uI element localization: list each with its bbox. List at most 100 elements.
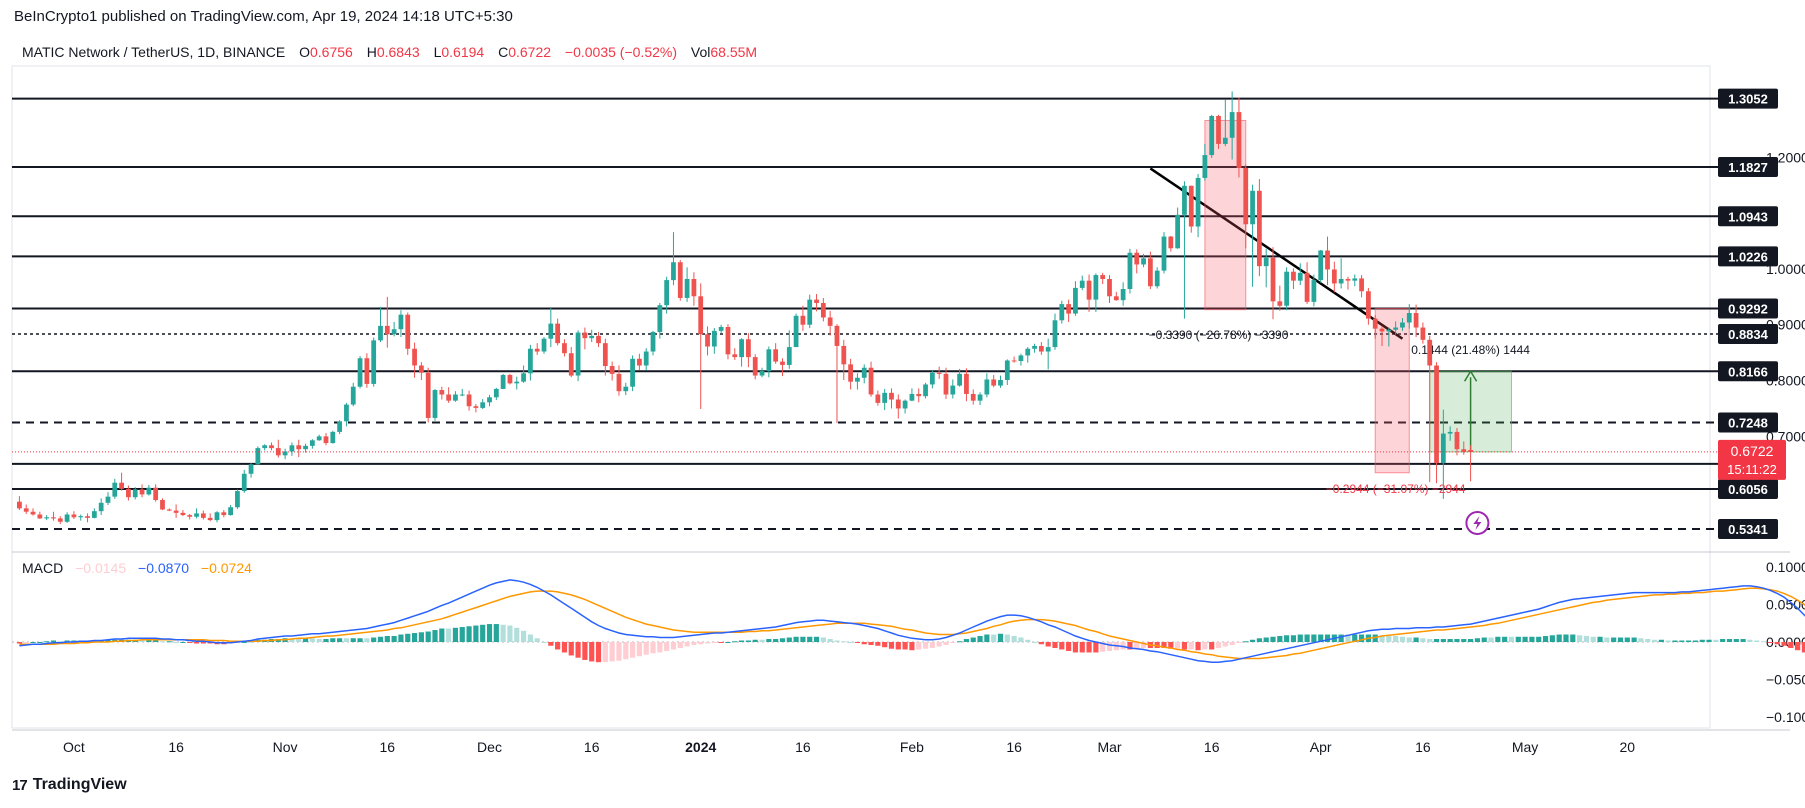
tradingview-brand[interactable]: 17 TradingView xyxy=(12,776,127,794)
candle-body xyxy=(677,262,683,298)
candle-body xyxy=(425,372,431,418)
candle-body xyxy=(650,332,656,352)
candle-body xyxy=(555,323,561,344)
level-tag-bg xyxy=(1718,246,1778,267)
candle-body xyxy=(1004,360,1010,380)
candle-body xyxy=(1052,320,1058,348)
macd-hist-bar xyxy=(895,642,901,650)
candle-body xyxy=(1304,272,1310,302)
macd-hist-bar xyxy=(1406,637,1412,642)
macd-hist-bar xyxy=(1570,634,1576,642)
macd-hist-bar xyxy=(1706,639,1712,642)
candle-body xyxy=(371,340,377,384)
macd-hist-bar xyxy=(1270,636,1276,642)
candle-body xyxy=(718,326,724,331)
time-tick-1: 16 xyxy=(168,739,184,755)
candle-body xyxy=(684,278,690,298)
macd-hist-bar xyxy=(1427,639,1433,642)
candle-body xyxy=(1325,250,1330,270)
candle-body xyxy=(998,380,1003,386)
time-tick-3: 16 xyxy=(380,739,396,755)
macd-hist-bar xyxy=(1679,640,1685,642)
chart-frame xyxy=(11,65,1711,729)
candle-body xyxy=(568,353,574,376)
macd-hist-bar xyxy=(187,642,193,643)
candle-body xyxy=(248,464,254,474)
macd-hist-bar xyxy=(691,642,697,645)
candle-body xyxy=(439,390,445,395)
macd-hist-bar xyxy=(841,641,847,643)
candle-body xyxy=(1195,177,1201,227)
candle-body xyxy=(964,373,969,394)
macd-hist-bar xyxy=(534,638,540,642)
last-price-tag xyxy=(1718,439,1786,480)
symbol-legend[interactable]: MATIC Network / TetherUS, 1D, BINANCE O0… xyxy=(22,44,767,60)
candle-body xyxy=(602,343,608,367)
macd-hist-bar xyxy=(1651,639,1658,642)
macd-hist-bar xyxy=(1583,636,1590,642)
candle-body xyxy=(166,509,172,511)
candle-body xyxy=(1284,271,1290,306)
level-tag-4: 0.9292 xyxy=(1728,301,1768,316)
candle-body xyxy=(1079,280,1085,288)
time-tick-14: May xyxy=(1512,739,1538,755)
macd-hist-bar xyxy=(1461,639,1467,642)
macd-hist-bar xyxy=(473,625,479,642)
macd-hist-bar xyxy=(159,641,166,643)
macd-hist-bar xyxy=(1658,639,1664,642)
candle-body xyxy=(1025,348,1031,356)
scale-tick-6: 0.0500 xyxy=(1766,597,1805,613)
candle-body xyxy=(589,335,595,339)
candle-body xyxy=(705,334,710,347)
macd-hist-bar xyxy=(807,636,813,642)
macd-hist-bar xyxy=(1726,639,1733,642)
macd-hist-bar xyxy=(1468,639,1474,642)
level-tag-bg xyxy=(1718,324,1778,345)
level-tag-bg xyxy=(1718,88,1778,109)
macd-hist-bar xyxy=(813,636,820,642)
macd-hist-bar xyxy=(1399,636,1406,642)
candle-body xyxy=(44,517,50,519)
macd-hist-bar xyxy=(1577,635,1583,642)
macd-hist-bar xyxy=(1733,639,1739,642)
macd-hist-bar xyxy=(405,633,411,642)
candle-body xyxy=(1338,278,1344,284)
macd-hist-bar xyxy=(1740,639,1746,642)
target-label: 0.1444 (21.48%) 1444 xyxy=(1411,343,1530,357)
time-tick-8: Feb xyxy=(900,739,924,755)
level-tag-1: 1.1827 xyxy=(1728,160,1768,175)
candle-body xyxy=(1209,116,1215,156)
level-tag-2: 1.0943 xyxy=(1728,209,1768,224)
candle-body xyxy=(630,358,635,387)
macd-hist-bar xyxy=(677,642,683,648)
macd-hist-bar xyxy=(323,639,329,642)
candle-body xyxy=(493,388,499,398)
time-tick-7: 16 xyxy=(795,739,811,755)
macd-legend[interactable]: MACD −0.0145 −0.0870 −0.0724 xyxy=(22,560,260,576)
level-tag-6: 0.8166 xyxy=(1728,364,1768,379)
macd-hist-bar xyxy=(629,642,636,658)
candle-body xyxy=(773,349,779,362)
macd-hist-bar xyxy=(1454,639,1460,642)
macd-hist-bar xyxy=(1284,635,1290,642)
macd-hist-bar xyxy=(1038,642,1044,645)
candle-body xyxy=(1291,271,1296,281)
macd-hist-bar xyxy=(1215,642,1222,648)
candle-body xyxy=(275,448,281,456)
candle-body xyxy=(391,329,397,335)
macd-hist-bar xyxy=(459,627,465,642)
macd-hist-bar xyxy=(507,625,513,642)
symbol-title[interactable]: MATIC Network / TetherUS, 1D, BINANCE xyxy=(22,44,286,60)
macd-hist-bar xyxy=(1318,634,1324,642)
macd-hist-bar xyxy=(1590,636,1596,642)
macd-hist-bar xyxy=(1767,642,1773,643)
candle-body xyxy=(378,325,383,341)
macd-hist-bar xyxy=(582,642,588,660)
time-tick-2: Nov xyxy=(273,739,298,755)
macd-hist-bar xyxy=(411,633,418,642)
drop-box-2 xyxy=(1374,307,1410,474)
low-label: L xyxy=(433,44,442,60)
time-tick-5: 16 xyxy=(584,739,600,755)
candle-body xyxy=(698,296,704,335)
